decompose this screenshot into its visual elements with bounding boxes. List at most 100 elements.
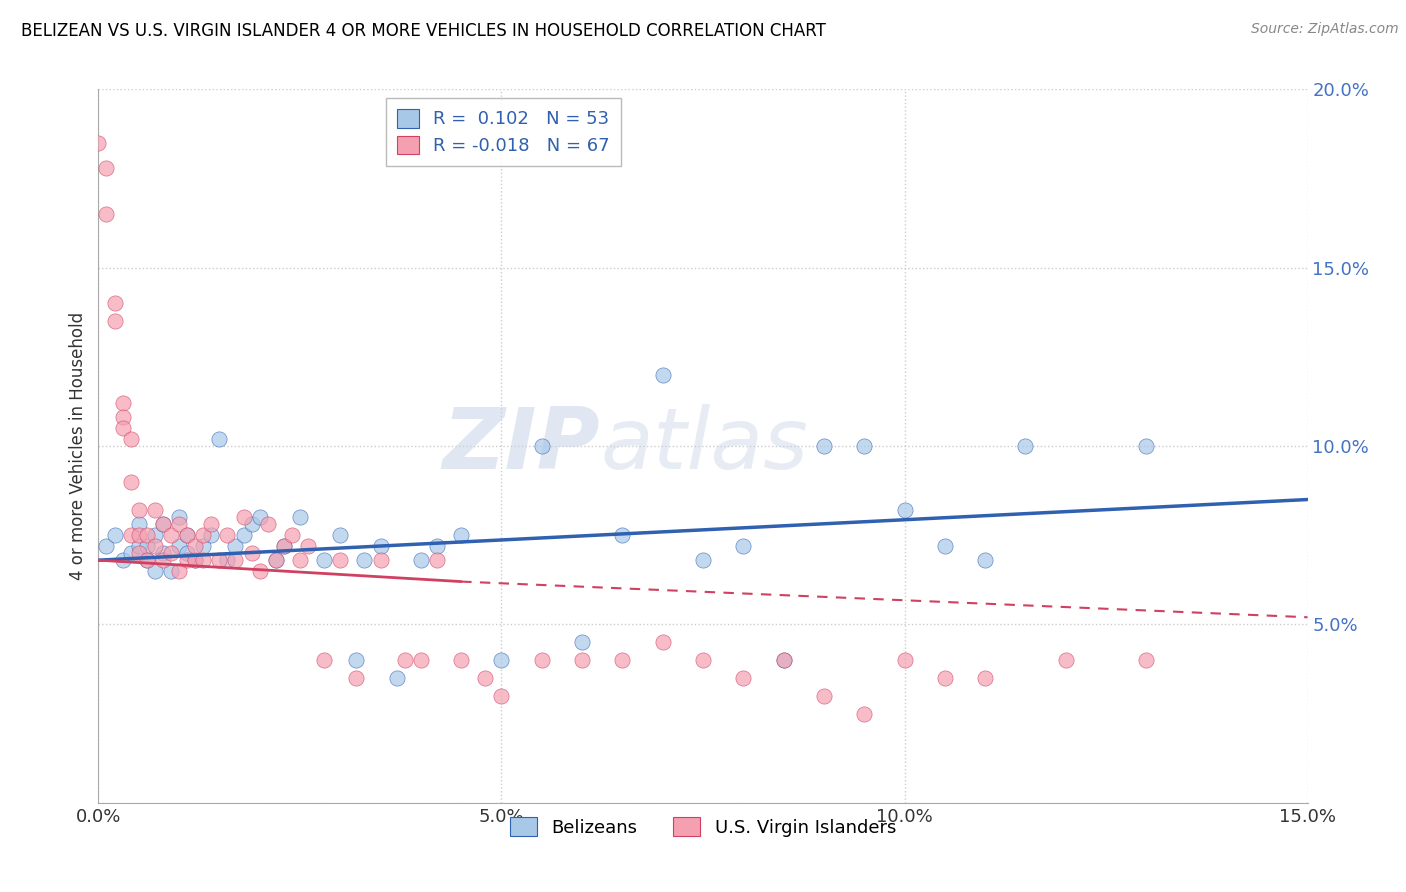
Point (103, 314, 125, 328)
Point (409, 653, 432, 667)
Point (273, 539, 295, 553)
Point (692, 653, 714, 667)
Point (193, 539, 215, 553)
Point (152, 517, 174, 532)
Point (733, 671, 755, 685)
Point (193, 528, 215, 542)
Point (344, 653, 367, 667)
Point (152, 553, 174, 567)
Point (394, 653, 416, 667)
Point (120, 546, 142, 560)
Point (184, 539, 207, 553)
Point (120, 528, 142, 542)
Point (370, 539, 392, 553)
Point (893, 653, 915, 667)
Point (1014, 439, 1036, 453)
Point (232, 528, 254, 542)
Point (176, 553, 198, 567)
Point (297, 539, 319, 553)
Point (135, 539, 157, 553)
Point (571, 635, 593, 649)
Point (934, 671, 956, 685)
Point (474, 671, 496, 685)
Text: ZIP: ZIP (443, 404, 600, 488)
Point (176, 528, 198, 542)
Point (288, 510, 311, 524)
Point (160, 528, 183, 542)
Point (370, 553, 392, 567)
Point (772, 653, 794, 667)
Point (152, 546, 174, 560)
Point (314, 553, 336, 567)
Point (344, 671, 367, 685)
Point (143, 528, 166, 542)
Point (426, 539, 449, 553)
Point (217, 528, 239, 542)
Point (692, 553, 714, 567)
Point (128, 517, 150, 532)
Point (143, 539, 166, 553)
Point (491, 689, 513, 703)
Text: BELIZEAN VS U.S. VIRGIN ISLANDER 4 OR MORE VEHICLES IN HOUSEHOLD CORRELATION CHA: BELIZEAN VS U.S. VIRGIN ISLANDER 4 OR MO… (21, 22, 825, 40)
Point (96, 539, 118, 553)
Y-axis label: 4 or more Vehicles in Household: 4 or more Vehicles in Household (69, 312, 87, 580)
Point (103, 528, 125, 542)
Point (143, 503, 166, 517)
Point (353, 553, 375, 567)
Point (385, 671, 408, 685)
Point (450, 653, 472, 667)
Point (893, 503, 915, 517)
Point (1135, 653, 1157, 667)
Point (491, 653, 513, 667)
Point (184, 553, 207, 567)
Point (329, 528, 352, 542)
Point (273, 539, 295, 553)
Point (111, 396, 134, 410)
Point (974, 671, 997, 685)
Text: atlas: atlas (600, 404, 808, 488)
Point (217, 553, 239, 567)
Point (224, 553, 246, 567)
Point (184, 553, 207, 567)
Point (111, 421, 134, 435)
Point (329, 553, 352, 567)
Point (135, 528, 157, 542)
Point (111, 553, 134, 567)
Point (96, 207, 118, 221)
Point (128, 528, 150, 542)
Point (160, 564, 183, 578)
Point (208, 432, 231, 446)
Point (1054, 653, 1077, 667)
Point (200, 517, 222, 532)
Point (530, 439, 553, 453)
Point (853, 439, 876, 453)
Point (426, 553, 449, 567)
Point (160, 546, 183, 560)
Point (288, 553, 311, 567)
Point (152, 517, 174, 532)
Point (612, 653, 634, 667)
Point (143, 564, 166, 578)
Point (232, 510, 254, 524)
Point (103, 296, 125, 310)
Point (128, 546, 150, 560)
Point (1135, 439, 1157, 453)
Point (853, 706, 876, 721)
Point (120, 432, 142, 446)
Point (167, 539, 190, 553)
Point (128, 503, 150, 517)
Point (224, 539, 246, 553)
Point (96, 161, 118, 175)
Point (450, 528, 472, 542)
Point (974, 553, 997, 567)
Point (249, 510, 271, 524)
Point (813, 689, 835, 703)
Point (176, 528, 198, 542)
Point (813, 439, 835, 453)
Point (111, 410, 134, 425)
Point (240, 517, 263, 532)
Text: Source: ZipAtlas.com: Source: ZipAtlas.com (1251, 22, 1399, 37)
Point (167, 564, 190, 578)
Point (167, 510, 190, 524)
Point (264, 553, 287, 567)
